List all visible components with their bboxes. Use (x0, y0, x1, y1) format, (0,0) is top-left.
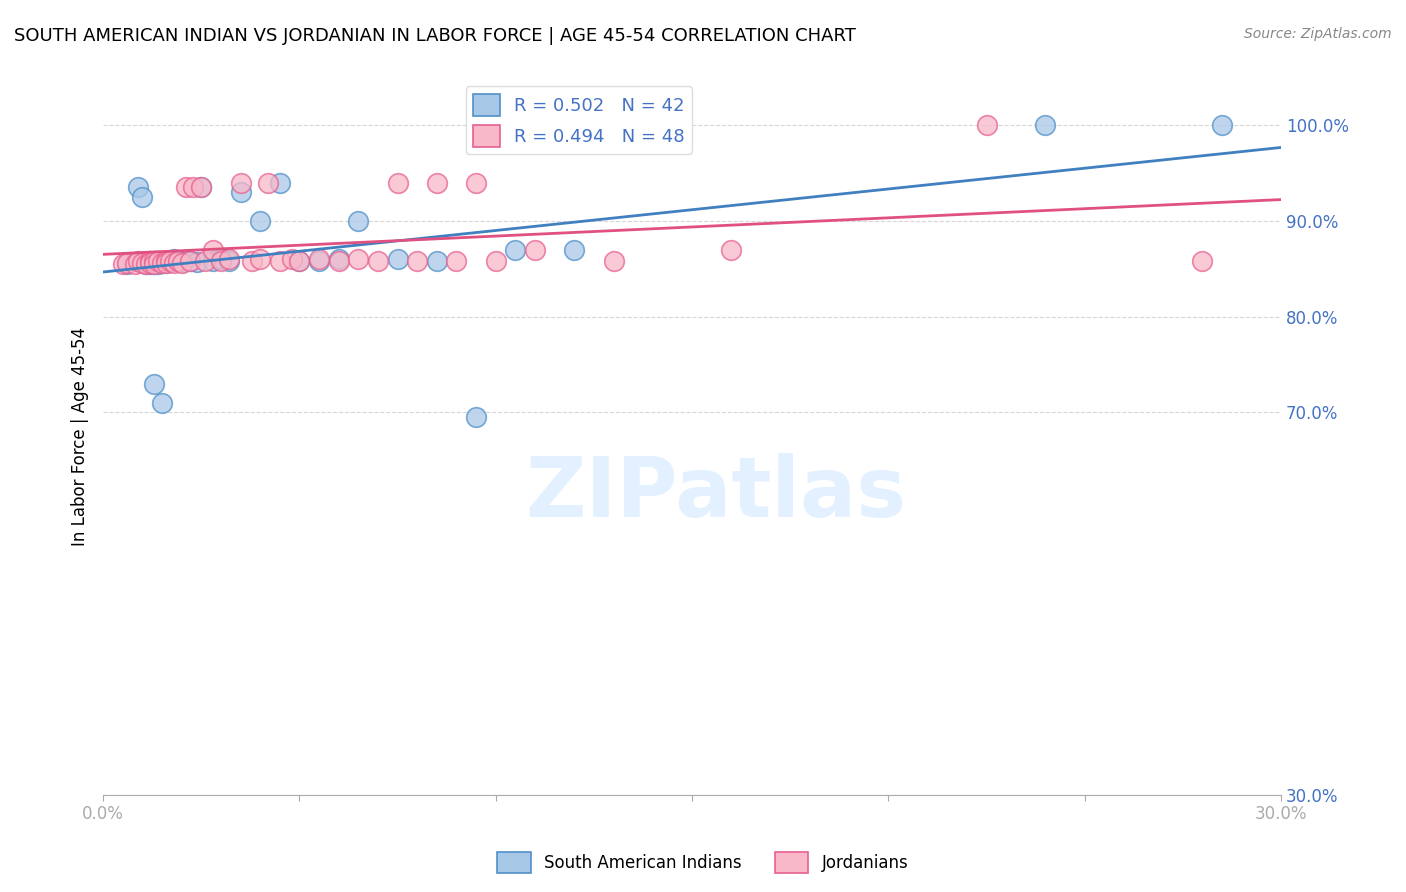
Point (179, 254, 201, 268)
Point (269, 254, 291, 268)
Point (249, 252, 271, 267)
Point (280, 252, 302, 267)
Point (202, 254, 225, 268)
Point (602, 254, 624, 268)
Point (426, 254, 449, 268)
Point (159, 255, 181, 269)
Point (155, 254, 177, 268)
Point (127, 254, 149, 268)
Point (218, 252, 240, 267)
Point (288, 254, 311, 268)
Point (150, 256, 173, 270)
Point (183, 180, 205, 194)
Point (288, 254, 311, 268)
Point (1191, 254, 1213, 268)
Point (308, 254, 330, 268)
Point (150, 254, 173, 268)
Point (131, 256, 153, 270)
Point (328, 252, 350, 267)
Point (240, 254, 263, 268)
Point (190, 180, 212, 194)
Point (347, 252, 370, 267)
Point (163, 256, 186, 270)
Point (328, 254, 350, 268)
Point (406, 254, 429, 268)
Point (229, 176, 252, 190)
Point (190, 180, 212, 194)
Point (179, 254, 201, 268)
Point (249, 214, 271, 228)
Point (143, 376, 166, 391)
Point (194, 254, 217, 268)
Text: SOUTH AMERICAN INDIAN VS JORDANIAN IN LABOR FORCE | AGE 45-54 CORRELATION CHART: SOUTH AMERICAN INDIAN VS JORDANIAN IN LA… (14, 27, 856, 45)
Point (170, 256, 193, 270)
Point (308, 252, 330, 267)
Legend: R = 0.502   N = 42, R = 0.494   N = 48: R = 0.502 N = 42, R = 0.494 N = 48 (465, 87, 692, 154)
Point (465, 410, 488, 425)
Point (229, 186, 252, 200)
Point (202, 243, 225, 257)
Point (465, 176, 488, 190)
Point (163, 252, 186, 267)
Point (150, 256, 173, 270)
Point (1035, 118, 1057, 132)
Point (135, 254, 157, 268)
Point (170, 255, 193, 269)
Point (524, 243, 547, 257)
Point (143, 257, 166, 271)
Point (146, 254, 169, 268)
Point (143, 255, 166, 269)
Point (135, 257, 157, 271)
Point (155, 256, 177, 270)
Text: Source: ZipAtlas.com: Source: ZipAtlas.com (1244, 27, 1392, 41)
Point (186, 255, 208, 269)
Point (976, 118, 998, 132)
Point (426, 176, 449, 190)
Point (115, 257, 138, 271)
Point (111, 257, 134, 271)
Point (218, 254, 240, 268)
Point (387, 176, 409, 190)
Point (347, 214, 370, 228)
Point (146, 254, 169, 268)
Point (150, 396, 173, 410)
Point (209, 252, 232, 267)
Point (367, 254, 389, 268)
Text: ZIPatlas: ZIPatlas (524, 453, 905, 534)
Point (720, 243, 742, 257)
Point (155, 254, 177, 268)
Point (127, 180, 149, 194)
Point (257, 176, 280, 190)
Point (159, 254, 181, 268)
Point (174, 180, 197, 194)
Point (387, 252, 409, 267)
Point (139, 254, 162, 268)
Point (505, 243, 527, 257)
Point (166, 254, 188, 268)
Point (135, 257, 157, 271)
Point (139, 254, 162, 268)
Legend: South American Indians, Jordanians: South American Indians, Jordanians (491, 846, 915, 880)
Y-axis label: In Labor Force | Age 45-54: In Labor Force | Age 45-54 (72, 326, 89, 546)
Point (143, 254, 166, 268)
Point (269, 176, 291, 190)
Point (209, 254, 232, 268)
Point (166, 254, 188, 268)
Point (124, 257, 146, 271)
Point (562, 243, 585, 257)
Point (143, 254, 166, 268)
Point (139, 257, 162, 271)
Point (131, 190, 153, 204)
Point (446, 254, 468, 268)
Point (1211, 118, 1233, 132)
Point (115, 256, 138, 270)
Point (485, 254, 508, 268)
Point (155, 256, 177, 270)
Point (139, 256, 162, 270)
Point (146, 257, 169, 271)
Point (143, 257, 166, 271)
